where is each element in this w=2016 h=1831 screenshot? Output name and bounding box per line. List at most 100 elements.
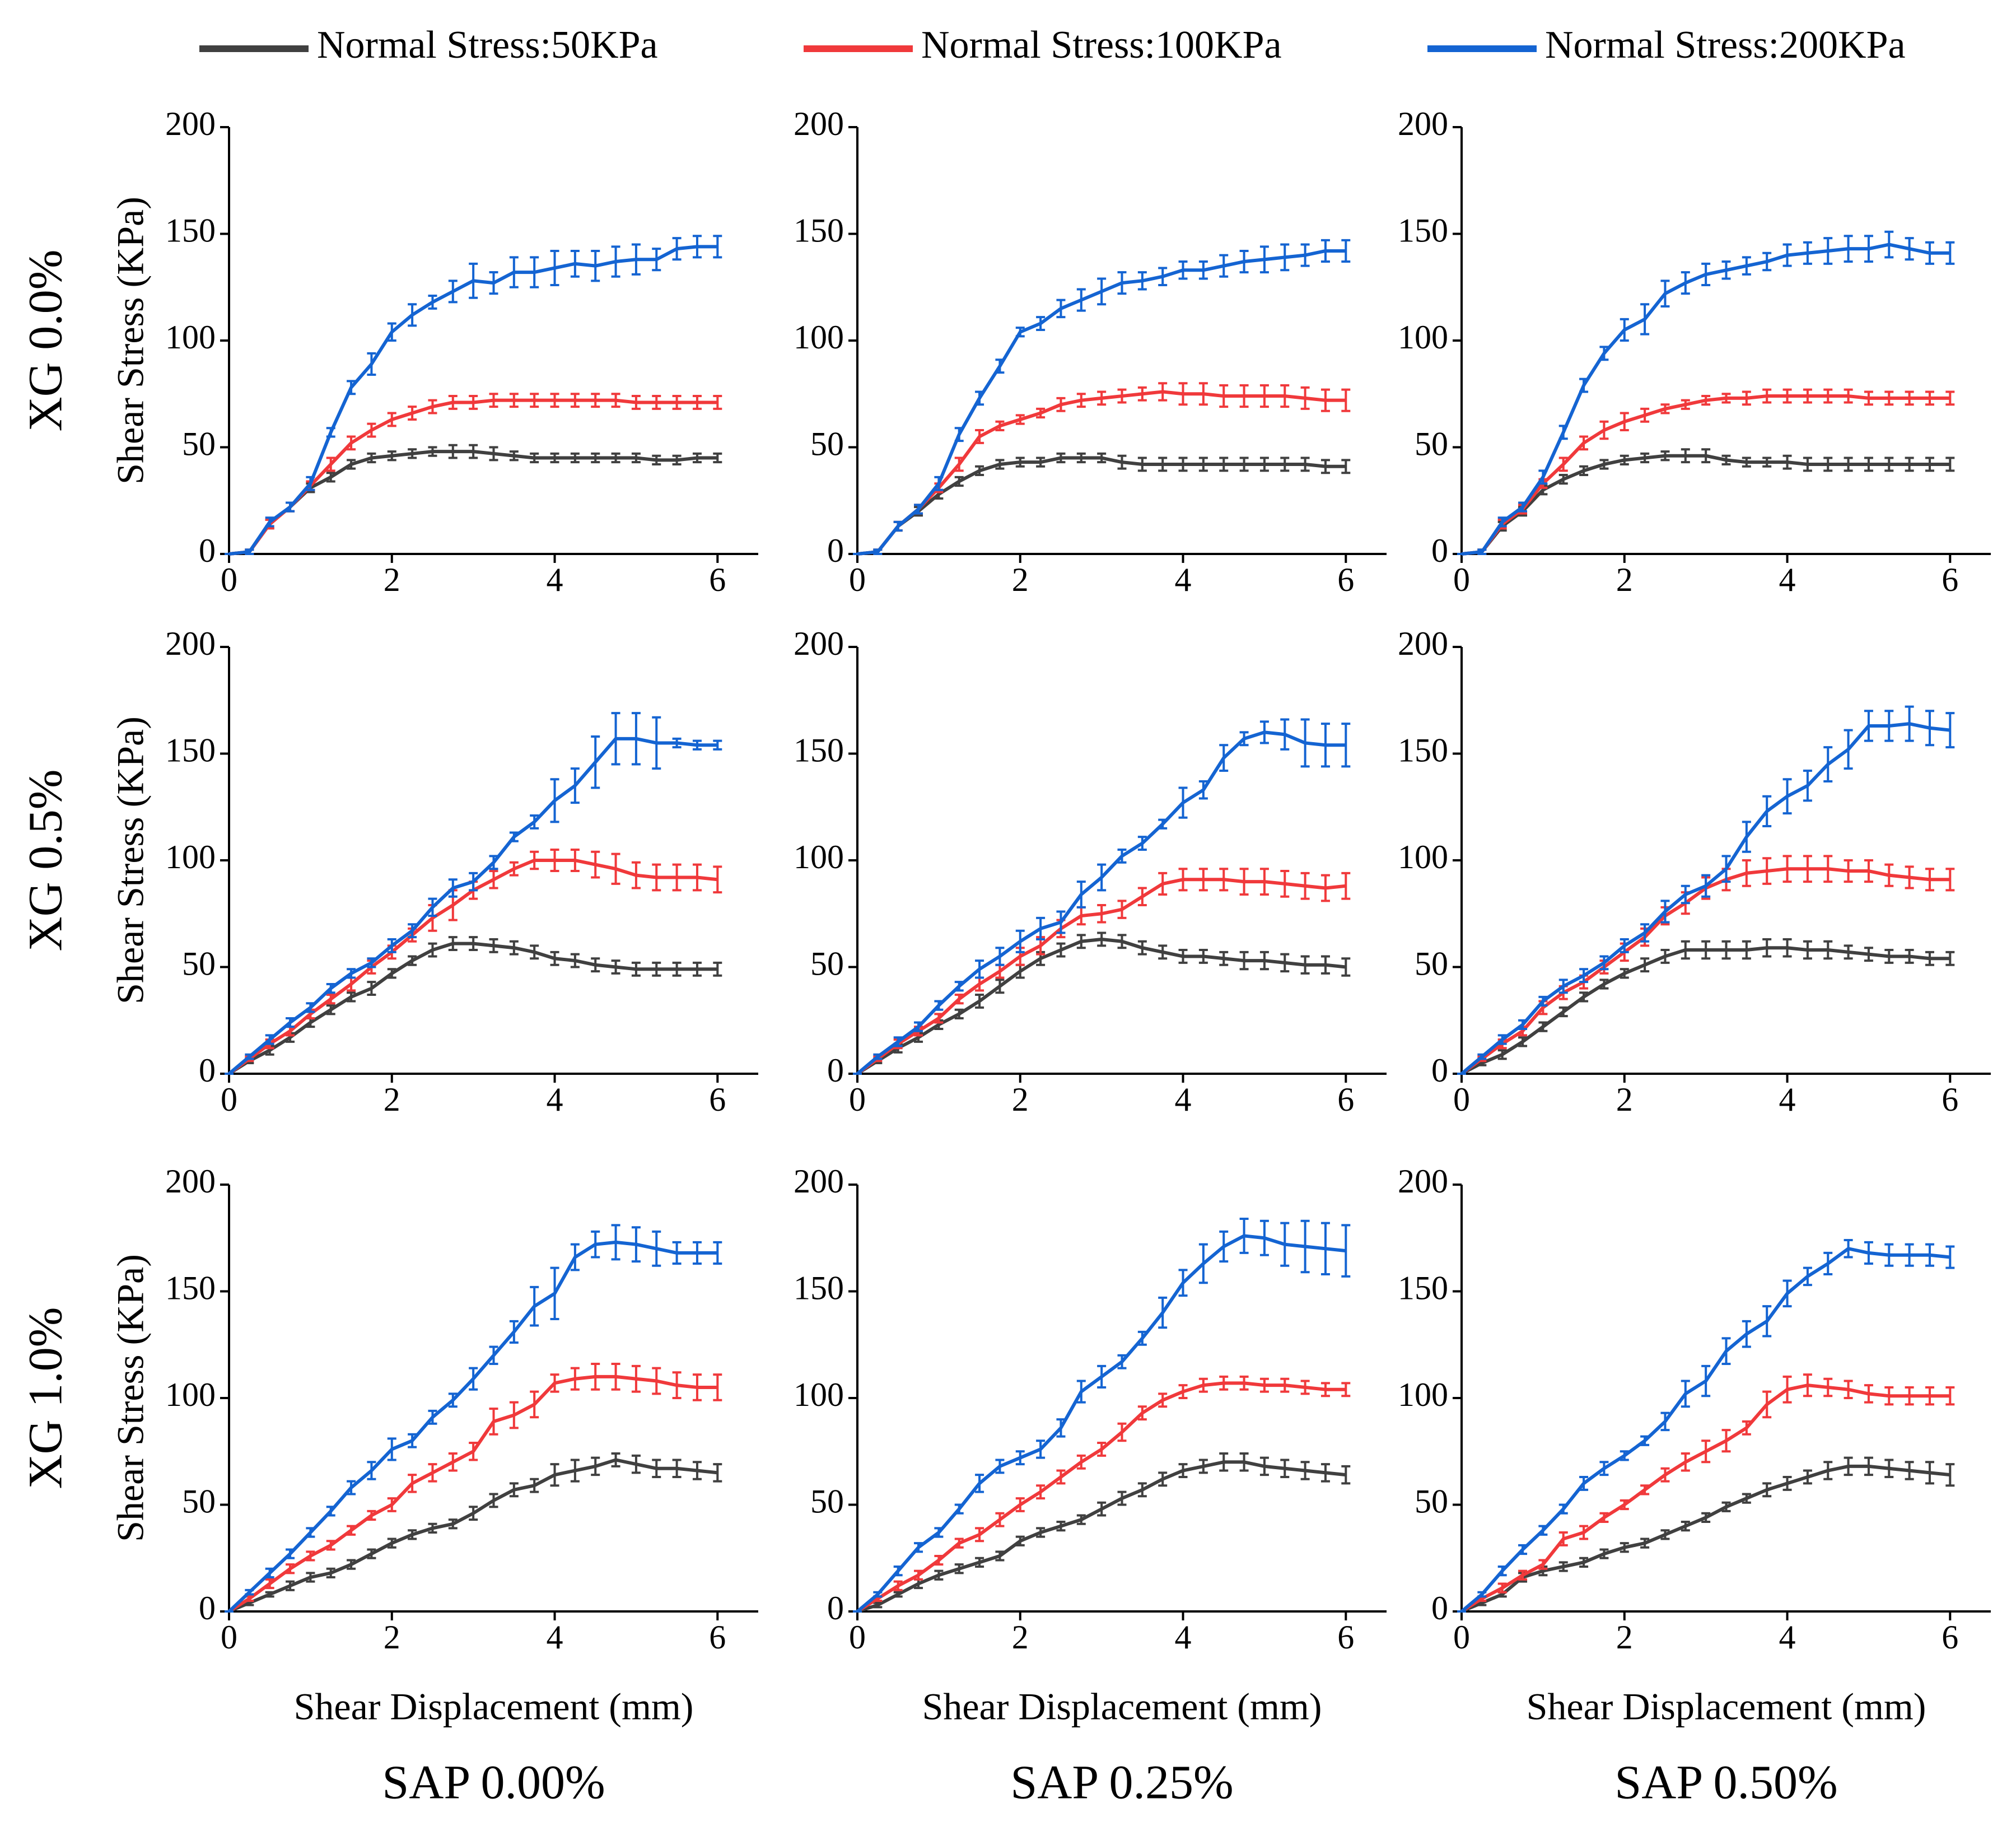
error-bar	[1905, 237, 1914, 261]
error-bar	[448, 395, 458, 410]
error-bar	[611, 1363, 620, 1391]
error-bar	[326, 1004, 335, 1015]
y-tick-label: 200	[1398, 105, 1448, 142]
error-bar	[1864, 1384, 1873, 1404]
error-bar	[1341, 872, 1351, 900]
error-bar	[1905, 456, 1914, 472]
error-bar	[509, 940, 519, 956]
error-bar	[1762, 456, 1772, 468]
error-bar	[873, 548, 883, 555]
y-tick-label: 50	[810, 1483, 844, 1520]
error-bar	[1300, 1380, 1310, 1395]
error-bar	[1844, 729, 1853, 770]
error-bar	[570, 1243, 580, 1271]
error-bar	[934, 1569, 944, 1581]
error-bar	[1198, 949, 1208, 964]
x-tick-label: 2	[384, 561, 400, 598]
y-tick-label: 150	[165, 212, 216, 249]
error-bar	[1620, 454, 1629, 465]
error-bar	[1015, 1497, 1025, 1512]
error-bar	[1660, 403, 1670, 414]
error-bar	[1280, 718, 1290, 751]
error-bar	[387, 322, 396, 342]
error-bar	[1945, 1463, 1955, 1487]
error-bar	[347, 380, 356, 395]
error-bar	[1015, 414, 1025, 425]
y-tick-label: 200	[165, 1163, 216, 1200]
error-bar	[1219, 384, 1229, 408]
error-bar	[995, 358, 1005, 374]
error-bar	[1660, 279, 1670, 308]
error-bar	[1599, 979, 1609, 990]
error-bar	[692, 1461, 702, 1480]
error-bar	[672, 1371, 682, 1399]
error-bar	[1239, 868, 1249, 896]
error-bar	[1158, 456, 1168, 472]
error-bar	[428, 1463, 437, 1483]
error-bar	[245, 1588, 254, 1596]
error-bar	[469, 1367, 478, 1391]
error-bar	[1518, 1019, 1528, 1030]
error-bar	[631, 243, 641, 276]
error-bar	[265, 1591, 274, 1598]
x-tick-label: 4	[1175, 1619, 1192, 1656]
series-line	[1461, 454, 1950, 556]
error-bar	[1497, 1582, 1507, 1594]
error-bar	[631, 1226, 641, 1263]
error-bar	[1158, 1471, 1168, 1487]
y-tick-label: 150	[794, 732, 844, 768]
column-label: SAP 0.00%	[382, 1755, 605, 1809]
y-tick-label: 150	[1398, 1269, 1448, 1306]
error-bar	[954, 456, 964, 472]
error-bar	[591, 393, 600, 408]
error-bar	[1701, 1512, 1711, 1523]
error-bar	[1239, 951, 1249, 971]
error-bar	[1864, 859, 1873, 883]
error-bar	[1280, 1222, 1290, 1267]
error-bar	[1036, 1439, 1046, 1459]
error-bar	[1117, 388, 1127, 404]
panel: 0 50 100 150 200 0 2 4 6	[794, 625, 1387, 1118]
error-bar	[1742, 390, 1751, 406]
error-bar	[1036, 916, 1046, 940]
error-bar	[1864, 710, 1873, 742]
series-line	[857, 390, 1346, 556]
error-bar	[1056, 299, 1066, 319]
error-bar	[1239, 1375, 1249, 1391]
error-bar	[975, 1474, 984, 1493]
error-bar	[1239, 249, 1249, 274]
error-bar	[509, 1320, 519, 1344]
error-bar	[1341, 459, 1351, 474]
error-bar	[448, 1518, 458, 1530]
error-bar	[1036, 1527, 1046, 1538]
error-bar	[1579, 968, 1589, 984]
x-axis-label: Shear Displacement (mm)	[922, 1685, 1322, 1728]
error-bar	[1925, 1386, 1934, 1406]
error-bar	[245, 1053, 254, 1060]
error-bar	[408, 406, 417, 421]
error-bar	[1178, 456, 1188, 472]
panel: 0 50 100 150 200 0 2 4 6 Shear Stress (KPa) XG 0.5…	[18, 625, 758, 1118]
error-bar	[995, 459, 1005, 470]
error-bar	[1076, 934, 1086, 949]
error-bar	[1762, 857, 1772, 885]
error-bar	[1844, 388, 1853, 404]
error-bar	[914, 1569, 923, 1581]
error-bar	[509, 393, 519, 408]
error-bar	[1681, 1452, 1690, 1472]
error-bar	[1905, 1461, 1914, 1480]
x-tick-label: 6	[709, 1619, 726, 1656]
error-bar	[530, 393, 539, 408]
error-bar	[1558, 979, 1568, 994]
error-bar	[1640, 407, 1650, 423]
error-bar	[914, 1021, 923, 1032]
error-bar	[611, 1224, 620, 1261]
error-bar	[591, 1230, 600, 1259]
error-bar	[1076, 452, 1086, 464]
error-bar	[1259, 1377, 1269, 1393]
error-bar	[469, 1442, 478, 1461]
error-bar	[1864, 1456, 1873, 1476]
x-tick-label: 0	[1453, 561, 1470, 598]
series-line	[857, 456, 1346, 556]
error-bar	[1178, 1463, 1188, 1478]
